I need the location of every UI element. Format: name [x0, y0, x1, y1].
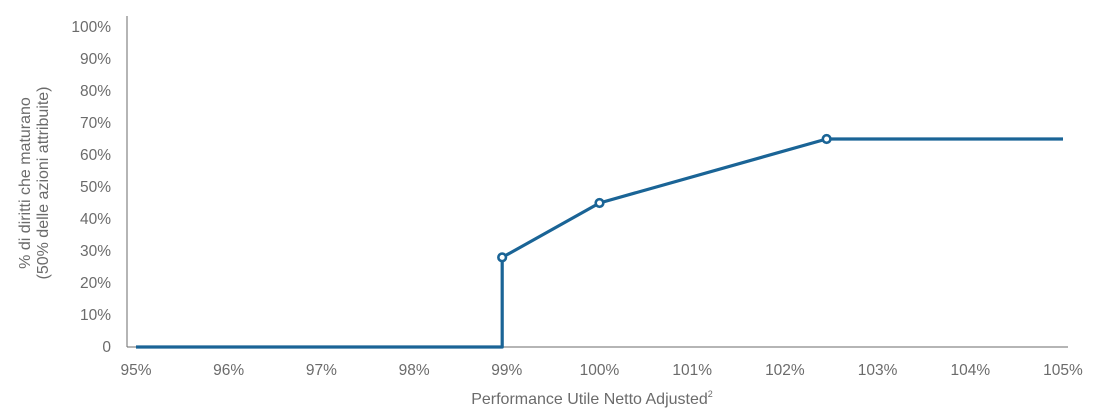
x-tick-label: 98%	[399, 362, 430, 379]
y-tick-label: 30%	[80, 243, 111, 260]
y-tick-label: 50%	[80, 179, 111, 196]
x-tick-label: 97%	[306, 362, 337, 379]
y-tick-label: 100%	[71, 19, 111, 36]
x-tick-labels: 95% 96% 97% 98% 99% 100% 101% 102% 103% 104% 105%	[120, 362, 1083, 379]
y-axis-title-line-2: (50% delle azioni attribuite)	[35, 87, 52, 280]
y-tick-labels: 0 10% 20% 30% 40% 50% 60% 70% 80% 90% 100%	[71, 19, 111, 356]
x-axis-title-superscript: 2	[708, 389, 713, 399]
x-tick-label: 103%	[858, 362, 898, 379]
y-tick-label: 0	[102, 339, 111, 356]
y-tick-label: 20%	[80, 275, 111, 292]
y-tick-label: 40%	[80, 211, 111, 228]
y-tick-label: 10%	[80, 307, 111, 324]
x-tick-label: 101%	[672, 362, 712, 379]
y-tick-label: 60%	[80, 147, 111, 164]
x-tick-label: 105%	[1043, 362, 1083, 379]
x-axis-title-text: Performance Utile Netto Adjusted	[471, 391, 708, 408]
data-point-marker	[821, 133, 832, 145]
x-tick-label: 100%	[580, 362, 620, 379]
y-tick-label: 90%	[80, 51, 111, 68]
x-tick-label: 104%	[950, 362, 990, 379]
x-tick-label: 99%	[491, 362, 522, 379]
x-tick-label: 96%	[213, 362, 244, 379]
series-group	[136, 133, 1063, 349]
y-axis-title: % di diritti che maturano (50% delle azi…	[17, 87, 52, 280]
x-tick-label: 95%	[120, 362, 151, 379]
x-tick-label: 102%	[765, 362, 805, 379]
y-axis-title-line-1: % di diritti che maturano	[17, 97, 34, 269]
series-line	[136, 137, 1063, 349]
y-tick-label: 70%	[80, 115, 111, 132]
x-axis-title: Performance Utile Netto Adjusted2	[471, 389, 713, 408]
data-point-marker	[594, 197, 605, 209]
y-tick-label: 80%	[80, 83, 111, 100]
data-point-marker	[497, 252, 508, 263]
